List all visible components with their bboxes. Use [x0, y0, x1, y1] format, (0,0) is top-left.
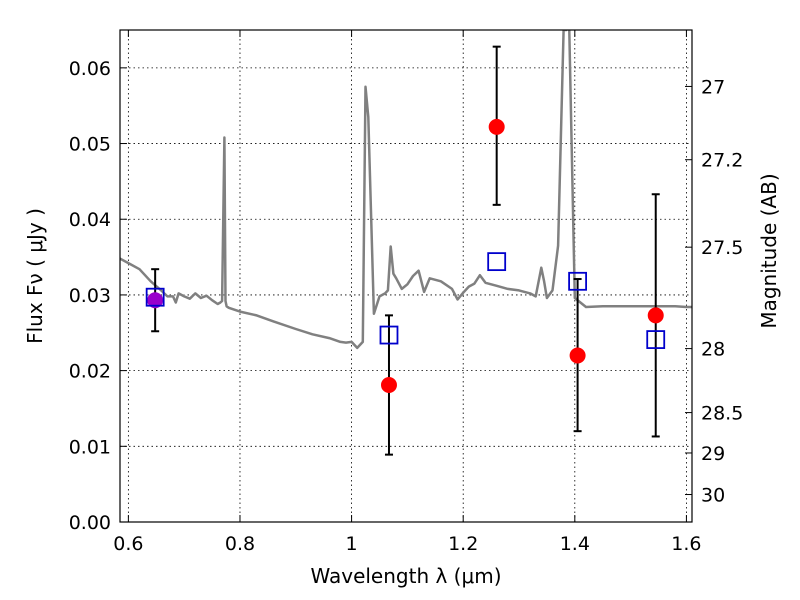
data-point	[380, 376, 397, 393]
data-point	[647, 307, 664, 324]
model-point	[646, 330, 666, 349]
y2-tick-label: 27.5	[701, 237, 743, 259]
y-axis-label: Flux Fν ( μJy )	[23, 208, 47, 344]
x-tick-label: 1	[346, 533, 358, 555]
y-tick-label: 0.04	[69, 209, 111, 231]
plot-series	[120, 30, 692, 456]
y-tick-label: 0.02	[69, 361, 111, 383]
data-point	[147, 292, 164, 309]
y-tick-label: 0.05	[69, 134, 111, 156]
data-point	[488, 118, 505, 135]
model-point	[379, 325, 399, 345]
grid	[120, 30, 692, 522]
x-tick-label: 0.6	[113, 533, 143, 555]
y2-tick-label: 27	[701, 76, 725, 98]
y-tick-label: 0.06	[69, 58, 111, 80]
x-tick-label: 1.6	[671, 533, 701, 555]
y-tick-label: 0.01	[69, 436, 111, 458]
y2-tick-label: 28	[701, 339, 725, 361]
data-point	[569, 347, 586, 364]
y-tick-label: 0.00	[69, 512, 111, 534]
y2-axis-label: Magnitude (AB)	[757, 173, 781, 328]
model-point	[568, 271, 587, 291]
x-axis-label: Wavelength λ (μm)	[310, 564, 501, 588]
spectrum-line	[120, 30, 692, 350]
y2-tick-label: 27.2	[701, 150, 743, 172]
y2-tick-label: 30	[701, 485, 725, 507]
plot-frame	[119, 29, 693, 523]
y2-tick-label: 29	[701, 443, 725, 465]
x-tick-label: 1.4	[560, 533, 590, 555]
y2-tick-label: 28.5	[701, 403, 743, 425]
x-tick-label: 1.2	[448, 533, 478, 555]
x-tick-label: 0.8	[225, 533, 255, 555]
y-tick-label: 0.03	[69, 285, 111, 307]
model-point	[487, 252, 507, 272]
model-point	[145, 287, 165, 307]
axis-ticks: 0.6 0.8 1 1.2 1.4 1.6 0.00 0.01 0.02 0.03 0.04 0.05…	[69, 30, 743, 555]
